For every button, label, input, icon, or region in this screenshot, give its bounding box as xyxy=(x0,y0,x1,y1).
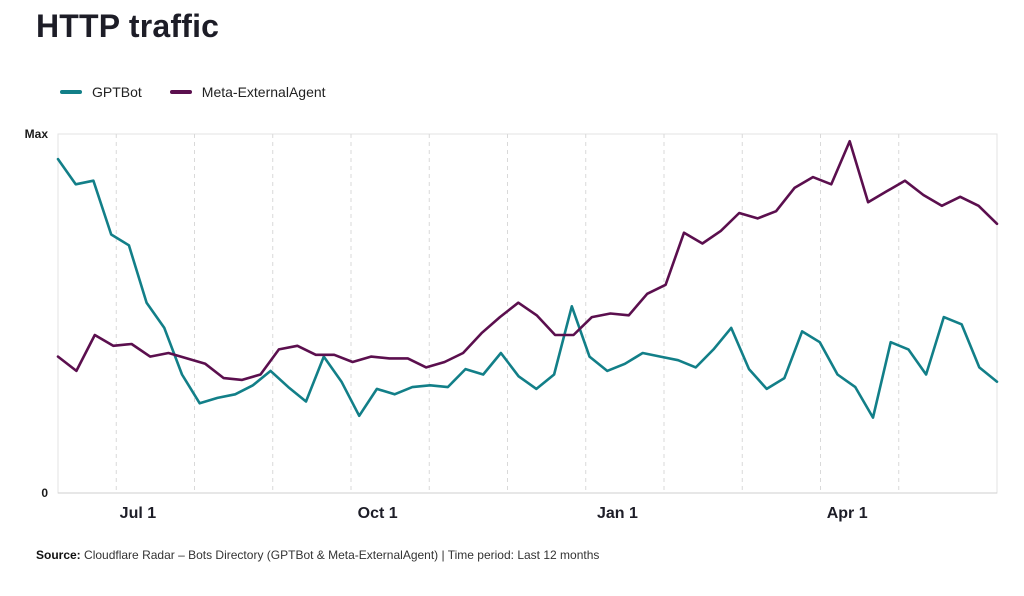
series-line-meta-externalagent xyxy=(56,139,999,382)
y-tick-label: Max xyxy=(25,127,49,141)
source-label: Source: xyxy=(36,548,81,562)
legend-swatch-gptbot xyxy=(60,90,82,94)
legend-item-gptbot[interactable]: GPTBot xyxy=(60,84,142,100)
legend-label-meta-externalagent: Meta-ExternalAgent xyxy=(201,84,326,100)
legend-label-gptbot: GPTBot xyxy=(92,84,142,100)
x-tick-label: Jul 1 xyxy=(120,505,157,522)
x-tick-label: Oct 1 xyxy=(358,505,398,522)
plot-frame xyxy=(57,133,998,494)
chart-title: HTTP traffic xyxy=(36,8,220,44)
source-note: Source: Cloudflare Radar – Bots Director… xyxy=(36,548,599,562)
x-tick-label: Apr 1 xyxy=(827,505,868,522)
chart-legend: GPTBot Meta-ExternalAgent xyxy=(60,84,326,100)
source-text: Cloudflare Radar – Bots Directory (GPTBo… xyxy=(84,548,600,562)
legend-swatch-meta-externalagent xyxy=(169,90,192,94)
y-tick-label: 0 xyxy=(41,486,48,500)
series-line-gptbot xyxy=(56,157,999,419)
x-tick-label: Jan 1 xyxy=(597,505,638,522)
legend-item-meta-externalagent[interactable]: Meta-ExternalAgent xyxy=(169,84,326,100)
